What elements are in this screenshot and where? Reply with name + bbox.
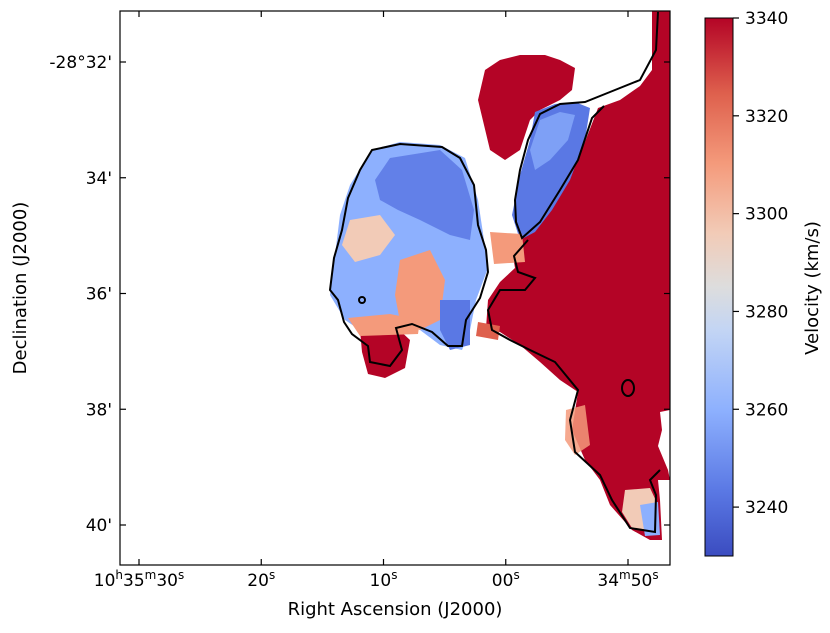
- x-tick-label: 00s: [492, 568, 520, 591]
- y-tick-label: 38': [86, 400, 112, 420]
- contour-dot: [358, 296, 366, 304]
- y-axis-label: Declination (J2000): [10, 202, 31, 375]
- west-south-salmon: [348, 314, 420, 336]
- x-tick-label: 10s: [370, 568, 398, 591]
- west-south-lobe: [360, 326, 410, 378]
- x-tick-label: 10h35m30s: [94, 568, 185, 591]
- colorbar-tick-label: 3320: [745, 107, 788, 127]
- east-main-body: [486, 11, 670, 540]
- colorbar-ticks: 3240 3260 3280 3300 3320 3340: [733, 9, 788, 518]
- colorbar-tick-label: 3240: [745, 498, 788, 518]
- x-axis-label: Right Ascension (J2000): [288, 599, 503, 620]
- bridge-pixels: [490, 232, 525, 264]
- velocity-pixels: [330, 11, 670, 540]
- colorbar-tick-label: 3340: [745, 9, 788, 29]
- west-cloud-dark: [375, 150, 474, 240]
- y-tick-label: 36': [86, 285, 112, 305]
- north-red-blob: [478, 55, 575, 160]
- x-ticks: 10h35m30s 20s 10s 00s 34m50s: [94, 11, 659, 591]
- west-cloud-warm: [395, 250, 445, 330]
- bridge-pixels-2: [476, 322, 500, 340]
- north-filament-light: [530, 112, 575, 170]
- contours: [328, 11, 661, 534]
- x-tick-label: 20s: [247, 568, 275, 591]
- y-tick-label: 40': [86, 516, 112, 536]
- north-filament: [512, 102, 590, 240]
- contour-west: [328, 142, 490, 368]
- y-tick-label: 34': [86, 169, 112, 189]
- colorbar-tick-label: 3280: [745, 302, 788, 322]
- colorbar-tick-label: 3260: [745, 400, 788, 420]
- contour-east: [486, 11, 661, 534]
- colorbar: [704, 17, 734, 557]
- colorbar-tick-label: 3300: [745, 205, 788, 225]
- colorbar-label: Velocity (km/s): [802, 221, 823, 355]
- x-tick-label: 34m50s: [597, 568, 658, 591]
- y-ticks: -28°32' 34' 36' 38' 40': [49, 53, 670, 536]
- contour-knot: [621, 379, 635, 397]
- plot-frame: [119, 10, 671, 566]
- west-cloud-pale: [342, 215, 395, 262]
- y-tick-label: -28°32': [49, 53, 112, 73]
